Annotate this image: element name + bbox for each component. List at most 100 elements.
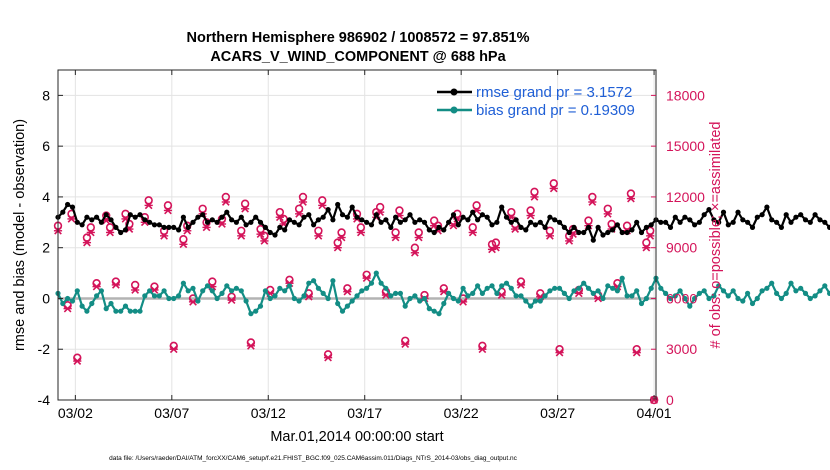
x-tick-label: 03/07 <box>154 405 189 421</box>
bias-point <box>359 288 365 294</box>
rmse-point <box>431 229 437 236</box>
rmse-point <box>98 219 104 225</box>
rmse-point <box>277 224 283 230</box>
bias-point <box>576 285 582 291</box>
rmse-point <box>238 214 244 220</box>
rmse-point <box>595 224 601 230</box>
obs-assimilated-marker <box>646 231 655 240</box>
obs-possible-marker <box>208 277 217 286</box>
bias-point <box>701 288 707 294</box>
y-left-tick-label: 4 <box>42 189 50 205</box>
obs-possible-marker <box>275 207 285 217</box>
obs-assimilated-marker <box>246 341 256 350</box>
obs-possible-marker <box>333 238 342 247</box>
rmse-point <box>745 219 751 225</box>
rmse-point <box>344 214 350 220</box>
obs-assimilated-marker <box>642 243 651 252</box>
bias-point <box>325 295 331 302</box>
rmse-point <box>528 219 534 225</box>
bias-point <box>243 298 249 304</box>
obs-possible-marker <box>356 223 366 232</box>
bias-point <box>431 308 437 314</box>
rmse-point <box>479 212 485 218</box>
bias-point <box>542 293 548 299</box>
bias-point <box>581 280 587 286</box>
bias-point <box>798 285 804 291</box>
rmse-point <box>508 219 514 225</box>
bias-point <box>774 290 780 296</box>
rmse-point <box>224 209 230 215</box>
bias-point <box>253 308 259 314</box>
bias-point <box>412 293 418 299</box>
y-axis-left-label: rmse and bias (model - observation) <box>12 119 28 351</box>
bias-point <box>571 288 577 294</box>
rmse-point <box>65 201 71 208</box>
obs-assimilated-marker <box>343 287 352 296</box>
rmse-point <box>393 214 399 220</box>
obs-possible-marker <box>603 204 612 213</box>
rmse-point <box>364 219 370 225</box>
rmse-point <box>378 219 384 225</box>
rmse-point <box>161 224 167 230</box>
bias-point <box>190 285 196 291</box>
rmse-point <box>402 217 408 223</box>
rmse-point <box>320 214 326 220</box>
bias-point <box>84 308 90 314</box>
bias-point <box>532 298 539 304</box>
bias-point <box>475 283 481 289</box>
rmse-point <box>79 222 85 228</box>
bias-point <box>590 290 596 296</box>
bias-point <box>393 290 399 296</box>
bias-point <box>79 303 85 309</box>
bias-point <box>754 295 760 302</box>
obs-assimilated-marker <box>237 231 246 240</box>
obs-assimilated-marker <box>298 198 308 206</box>
bias-point <box>566 295 572 302</box>
rmse-point <box>122 227 129 233</box>
bias-point <box>455 298 461 304</box>
rmse-point <box>132 214 138 220</box>
obs-possible-marker <box>391 228 400 237</box>
obs-assimilated-marker <box>588 198 597 206</box>
obs-possible-marker <box>86 223 95 232</box>
rmse-point <box>446 219 452 225</box>
bias-point <box>629 293 635 299</box>
bias-point <box>421 295 428 302</box>
rmse-point <box>614 222 621 228</box>
rmse-point <box>696 219 703 225</box>
bias-point <box>204 283 211 289</box>
bias-point <box>233 285 239 291</box>
bias-point <box>113 308 119 314</box>
bias-point <box>286 283 293 289</box>
rmse-point <box>354 214 360 220</box>
rmse-point <box>359 217 365 223</box>
bias-point <box>827 290 830 296</box>
rmse-point <box>74 219 80 225</box>
legend-marker-rmse <box>450 88 458 96</box>
rmse-point <box>455 222 461 228</box>
rmse-point <box>272 232 278 238</box>
rmse-point <box>566 229 572 236</box>
rmse-point <box>600 232 606 238</box>
bias-point <box>600 295 606 302</box>
rmse-point <box>643 224 650 230</box>
bias-point <box>508 285 514 291</box>
series-layer <box>53 179 830 405</box>
obs-possible-marker <box>584 216 593 225</box>
bias-point <box>610 285 616 291</box>
bias-point <box>262 288 268 294</box>
bias-point <box>725 293 731 299</box>
obs-possible-marker <box>468 223 477 232</box>
rmse-point <box>460 214 466 220</box>
obs-possible-marker <box>337 228 346 237</box>
bias-point <box>672 293 678 299</box>
bias-point <box>417 298 423 304</box>
bias-point <box>441 300 447 307</box>
obs-possible-marker <box>507 207 516 217</box>
obs-assimilated-marker <box>323 353 333 362</box>
obs-possible-marker <box>410 243 420 252</box>
bias-point <box>127 308 133 314</box>
bias-point <box>108 300 114 307</box>
obs-possible-marker <box>530 187 539 197</box>
bias-point <box>354 293 360 299</box>
